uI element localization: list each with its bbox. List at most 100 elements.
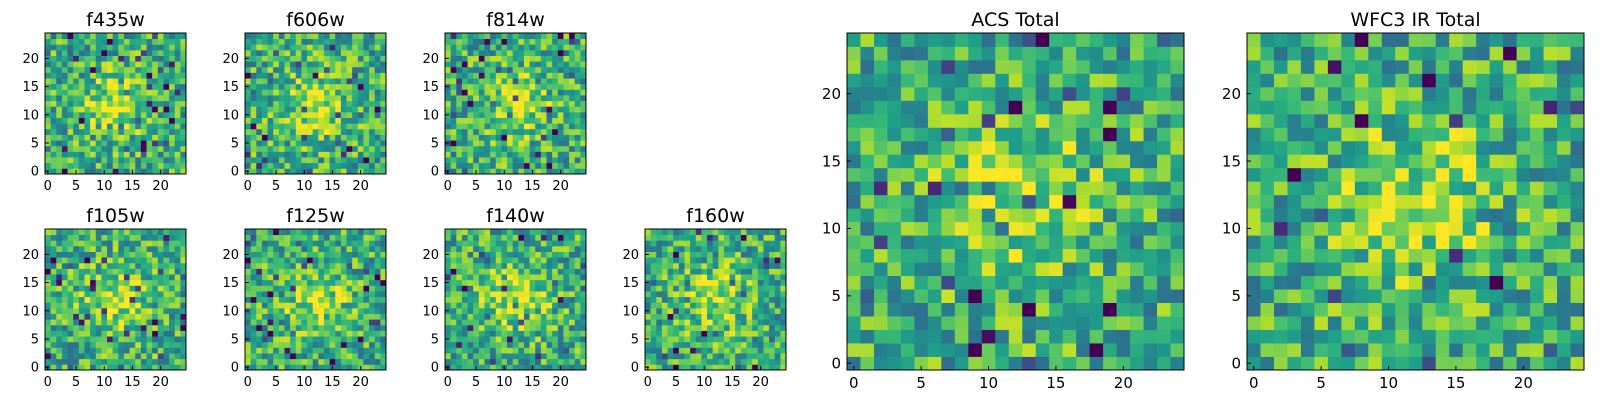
heatmap-cell — [118, 33, 125, 40]
heatmap-cell — [84, 140, 91, 147]
heatmap-cell — [954, 140, 969, 155]
heatmap-cell — [169, 145, 176, 152]
heatmap-cell — [90, 123, 97, 130]
heatmap-cell — [374, 95, 381, 102]
heatmap-cell — [340, 162, 347, 169]
heatmap-cell — [146, 336, 153, 343]
heatmap-cell — [1089, 154, 1104, 169]
heatmap-cell — [535, 229, 542, 236]
heatmap-cell — [352, 336, 359, 343]
heatmap-cell — [307, 336, 314, 343]
heatmap-cell — [729, 234, 736, 241]
heatmap-cell — [461, 296, 468, 303]
heatmap-cell — [78, 123, 85, 130]
heatmap-cell — [157, 341, 164, 348]
heatmap-cell — [718, 347, 725, 354]
heatmap-cell — [278, 330, 285, 337]
heatmap-cell — [374, 162, 381, 169]
heatmap-cell — [245, 358, 252, 365]
heatmap-cell — [174, 38, 181, 45]
heatmap-cell — [267, 140, 274, 147]
heatmap-cell — [645, 313, 652, 320]
heatmap-cell — [450, 245, 457, 252]
heatmap-cell — [456, 291, 463, 298]
heatmap-cell — [478, 313, 485, 320]
heatmap-cell — [523, 61, 530, 68]
heatmap-cell — [340, 229, 347, 236]
heatmap-cell — [312, 44, 319, 51]
heatmap-cell — [169, 55, 176, 62]
heatmap-cell — [84, 66, 91, 73]
heatmap-cell — [174, 319, 181, 326]
heatmap-cell — [312, 279, 319, 286]
heatmap-cell — [847, 154, 861, 169]
heatmap-cell — [129, 123, 136, 130]
heatmap-cell — [746, 262, 753, 269]
heatmap-cell — [78, 95, 85, 102]
heatmap-cell — [329, 353, 336, 360]
heatmap-cell — [507, 291, 514, 298]
y-tick-label: 15 — [622, 276, 639, 291]
heatmap-cell — [1008, 235, 1023, 250]
heatmap-cell — [981, 302, 996, 317]
heatmap-cell — [1116, 302, 1131, 317]
heatmap-cell — [95, 319, 102, 326]
heatmap-cell — [135, 72, 142, 79]
heatmap-cell — [540, 330, 547, 337]
heatmap-cell — [580, 78, 587, 85]
heatmap-cell — [357, 285, 364, 292]
heatmap-cell — [1103, 167, 1117, 182]
heatmap-cell — [1035, 275, 1050, 290]
heatmap-cell — [540, 229, 547, 236]
heatmap-cell — [261, 66, 268, 73]
heatmap-cell — [95, 364, 102, 371]
heatmap-cell — [1157, 329, 1171, 344]
heatmap-cell — [563, 307, 570, 314]
heatmap-cell — [340, 330, 347, 337]
heatmap-cell — [146, 162, 153, 169]
heatmap-cell — [995, 289, 1010, 303]
heatmap-cell — [718, 257, 725, 264]
y-tick-label: 20 — [422, 248, 439, 263]
heatmap-cell — [860, 329, 875, 344]
heatmap-cell — [301, 140, 308, 147]
heatmap-cell — [267, 364, 274, 371]
heatmap-cell — [90, 274, 97, 281]
heatmap-cell — [718, 324, 725, 331]
heatmap-cell — [56, 44, 63, 51]
heatmap-cell — [107, 324, 114, 331]
heatmap-cell — [461, 140, 468, 147]
heatmap-cell — [490, 117, 497, 124]
heatmap-cell — [887, 262, 902, 277]
heatmap-cell — [346, 168, 353, 175]
heatmap-cell — [735, 279, 742, 286]
heatmap-cell — [927, 275, 942, 290]
heatmap-cell — [580, 285, 587, 292]
heatmap-cell — [112, 240, 119, 247]
heatmap-cell — [557, 95, 564, 102]
heatmap-cell — [456, 38, 463, 45]
heatmap-cell — [1035, 289, 1050, 303]
heatmap-cell — [335, 302, 342, 309]
heatmap-cell — [456, 296, 463, 303]
heatmap-cell — [763, 245, 770, 252]
heatmap-cell — [256, 319, 263, 326]
heatmap-cell — [357, 33, 364, 40]
heatmap-cell — [684, 302, 691, 309]
heatmap-cell — [656, 257, 663, 264]
heatmap-cell — [346, 285, 353, 292]
heatmap-cell — [757, 262, 764, 269]
heatmap-cell — [557, 291, 564, 298]
heatmap-cell — [569, 61, 576, 68]
heatmap-cell — [574, 111, 581, 118]
heatmap-cell — [450, 234, 457, 241]
heatmap-cell — [552, 251, 559, 258]
heatmap-cell — [518, 95, 525, 102]
heatmap-cell — [273, 341, 280, 348]
heatmap-cell — [450, 33, 457, 40]
heatmap-cell — [61, 336, 68, 343]
heatmap-cell — [512, 95, 519, 102]
heatmap-cell — [123, 66, 130, 73]
heatmap-cell — [101, 347, 108, 354]
heatmap-cell — [295, 100, 302, 107]
